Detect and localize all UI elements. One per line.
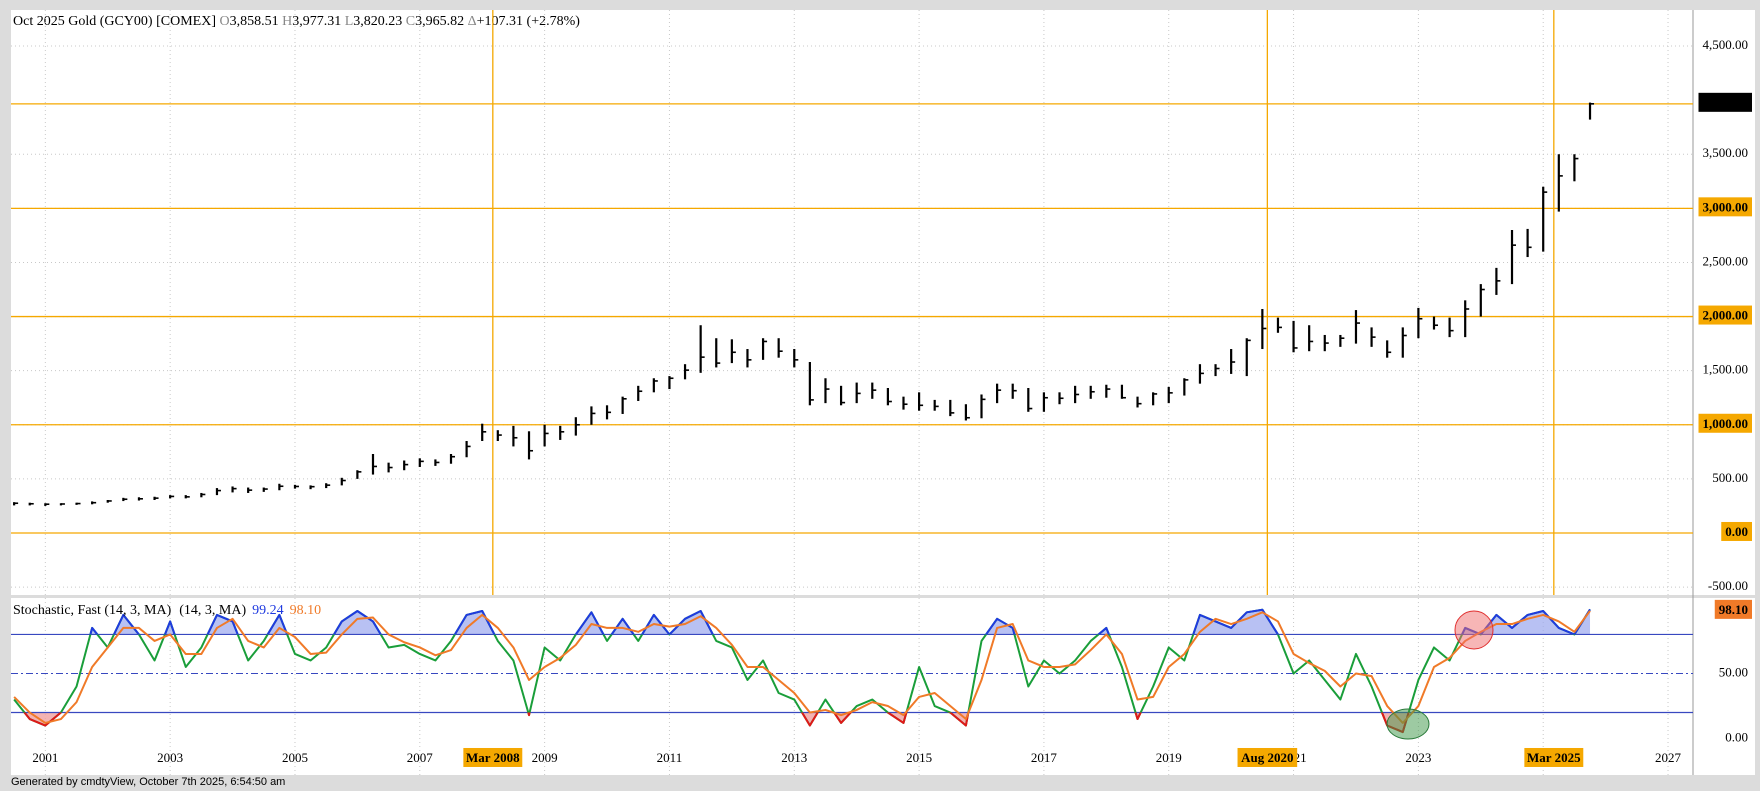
x-tick-label: 2015 bbox=[906, 750, 932, 765]
y-tick-box bbox=[1698, 305, 1752, 325]
y-tick-label: 3,500.00 bbox=[1703, 145, 1749, 160]
date-marker-box bbox=[1237, 747, 1298, 767]
y-tick-label: 0.00 bbox=[1725, 524, 1748, 539]
x-tick-label: 2017 bbox=[1031, 750, 1058, 765]
x-tick-label: 2013 bbox=[781, 750, 807, 765]
change: +107.31 (+2.78%) bbox=[477, 14, 581, 29]
x-tick-label: 2019 bbox=[1156, 750, 1182, 765]
last-price-box bbox=[1698, 92, 1752, 112]
y-tick-label: 2,000.00 bbox=[1703, 308, 1749, 323]
date-marker-label: Aug 2020 bbox=[1241, 750, 1293, 765]
high-prefix: H bbox=[282, 14, 292, 29]
close-prefix: C bbox=[406, 14, 415, 29]
last-price-label: 3,965.82 bbox=[1703, 95, 1749, 110]
header: Oct 2025 Gold (GCY00) [COMEX] O3,858.51 … bbox=[13, 14, 580, 29]
symbol: Oct 2025 Gold (GCY00) [COMEX] bbox=[13, 14, 216, 29]
y-tick-box bbox=[1721, 521, 1752, 541]
x-tick-label: 2007 bbox=[407, 750, 434, 765]
footer: Generated by cmdtyView, October 7th 2025… bbox=[11, 776, 285, 788]
open-prefix: O bbox=[219, 14, 229, 29]
x-tick-label: 2011 bbox=[657, 750, 683, 765]
indicator-last-label: 98.10 bbox=[1719, 602, 1748, 617]
highlight-circle bbox=[1454, 610, 1494, 650]
x-tick-label: 2001 bbox=[32, 750, 58, 765]
close: 3,965.82 bbox=[415, 14, 464, 29]
x-tick-label: 2005 bbox=[282, 750, 308, 765]
y-tick-label: 2,500.00 bbox=[1703, 253, 1749, 268]
slow-d-line bbox=[13, 610, 1591, 724]
y-tick-label: 3,000.00 bbox=[1703, 199, 1749, 214]
low: 3,820.23 bbox=[353, 14, 402, 29]
indicator-title: Stochastic, Fast (14, 3, MA) bbox=[13, 603, 172, 618]
y-tick-box bbox=[1698, 413, 1752, 433]
legend-value: 98.10 bbox=[290, 603, 322, 618]
indicator-params: (14, 3, MA) bbox=[179, 603, 246, 618]
x-tick-label: 2009 bbox=[532, 750, 558, 765]
y-tick-label: 1,000.00 bbox=[1703, 416, 1749, 431]
x-tick-label: 2023 bbox=[1405, 750, 1431, 765]
y-tick-label: 500.00 bbox=[1712, 470, 1748, 485]
date-marker-box bbox=[463, 747, 523, 767]
high: 3,977.31 bbox=[292, 14, 341, 29]
change-prefix: Δ bbox=[468, 14, 477, 29]
date-marker-box bbox=[1524, 747, 1584, 767]
indicator-legend: Stochastic, Fast (14, 3, MA) (14, 3, MA) 9… bbox=[13, 603, 321, 618]
price-panel bbox=[11, 10, 1755, 595]
y-tick-label: 0.00 bbox=[1725, 730, 1748, 745]
y-tick-label: -500.00 bbox=[1708, 578, 1748, 593]
y-tick-label: 50.00 bbox=[1719, 664, 1748, 679]
date-marker-label: Mar 2025 bbox=[1527, 750, 1581, 765]
fast-k-overbought bbox=[89, 608, 1591, 635]
open: 3,858.51 bbox=[230, 14, 279, 29]
low-prefix: L bbox=[345, 14, 354, 29]
indicator-last-box bbox=[1714, 599, 1752, 619]
y-tick-label: 1,500.00 bbox=[1703, 362, 1749, 377]
y-tick-label: 4,500.00 bbox=[1703, 37, 1749, 52]
fast-k-oversold bbox=[23, 712, 1410, 734]
legend-value: 99.24 bbox=[252, 603, 284, 618]
x-tick-label: 2027 bbox=[1655, 750, 1682, 765]
x-tick-label: 2003 bbox=[157, 750, 183, 765]
highlight-ellipse bbox=[1386, 708, 1430, 740]
y-tick-box bbox=[1698, 197, 1752, 217]
date-marker-label: Mar 2008 bbox=[466, 750, 520, 765]
